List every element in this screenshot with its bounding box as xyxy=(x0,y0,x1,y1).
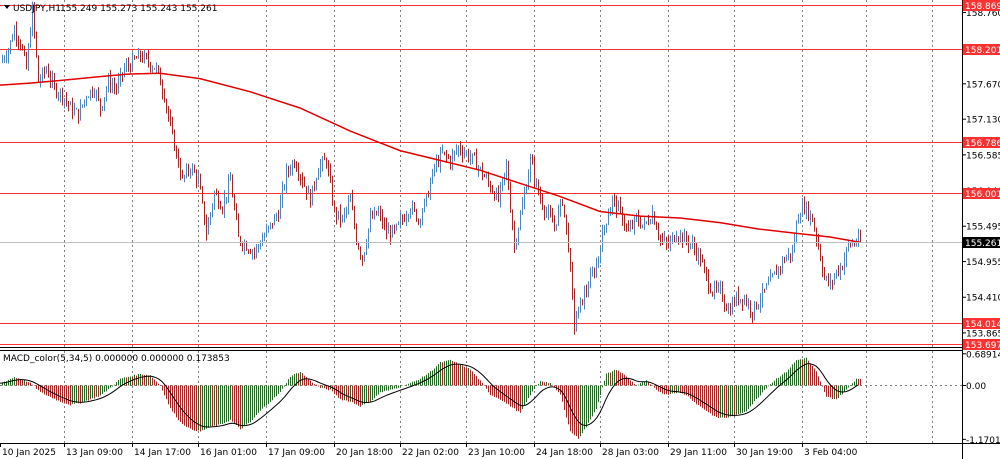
macd-signal-line xyxy=(0,363,859,428)
current-price-tag-text: 155.261 xyxy=(965,239,1000,249)
level-tag-bg xyxy=(963,137,1000,148)
time-tick-label: 29 Jan 11:00 xyxy=(670,448,727,458)
time-tick-label: 20 Jan 18:00 xyxy=(336,448,393,458)
price-tick-label: 158.760 xyxy=(966,9,1000,19)
level-tag: 156.786 xyxy=(965,139,1000,149)
symbol-dropdown-icon[interactable] xyxy=(4,5,10,9)
time-tick-label: 28 Jan 03:00 xyxy=(602,448,659,458)
price-tick-label: 156.585 xyxy=(966,151,1000,161)
level-tag-bg xyxy=(963,44,1000,55)
level-tag-bg xyxy=(963,318,1000,329)
ohlc-values: 155.249 155.273 155.243 155.261 xyxy=(60,4,217,14)
time-tick-label: 13 Jan 09:00 xyxy=(66,448,123,458)
ma-line xyxy=(0,72,861,243)
time-tick-label: 10 Jan 2025 xyxy=(2,448,56,458)
level-tag: 153.697 xyxy=(965,341,1000,351)
current-price-tag: 155.261 xyxy=(963,237,1000,249)
level-price-tags: 158.869 158.201 156.786 156.001 154.014 153.6… xyxy=(963,0,1000,351)
current-price-tag-bg xyxy=(963,237,1000,248)
chart-header: USDJPY,H1 155.249 155.273 155.243 155.26… xyxy=(4,4,217,14)
macd-indicator-title: MACD_color(5,34,5) 0.000000 0.000000 0.1… xyxy=(3,354,230,364)
macd-histogram xyxy=(2,357,861,439)
time-tick-label: 30 Jan 19:00 xyxy=(736,448,793,458)
signal-line xyxy=(0,363,859,428)
level-tag-bg xyxy=(963,188,1000,199)
macd-tick-label: -1.170111 xyxy=(966,436,1000,446)
macd-tick-label: 0.00 xyxy=(966,382,986,392)
time-tick-label: 3 Feb 04:00 xyxy=(804,448,858,458)
moving-average xyxy=(0,72,861,243)
level-tag: 156.001 xyxy=(965,190,1000,200)
level-tag: 158.869 xyxy=(965,2,1000,12)
price-tick-label: 154.955 xyxy=(966,258,1000,268)
time-tick-label: 16 Jan 01:00 xyxy=(200,448,257,458)
horizontal-levels[interactable] xyxy=(0,5,962,345)
price-tick-label: 157.670 xyxy=(966,80,1000,90)
price-tick-label: 153.865 xyxy=(966,329,1000,339)
level-tag: 154.014 xyxy=(965,320,1000,330)
time-tick-label: 14 Jan 17:00 xyxy=(134,448,191,458)
time-tick-label: 17 Jan 09:00 xyxy=(268,448,325,458)
level-tag-bg xyxy=(963,0,1000,11)
time-axis[interactable]: 10 Jan 2025 13 Jan 09:00 14 Jan 17:00 16 Ja… xyxy=(0,443,858,458)
price-tick-label: 157.130 xyxy=(966,116,1000,126)
level-tag: 158.201 xyxy=(965,46,1000,56)
symbol-title: USDJPY,H1 xyxy=(13,4,61,14)
candlesticks[interactable] xyxy=(2,1,861,335)
time-tick-label: 22 Jan 02:00 xyxy=(402,448,459,458)
level-tag-bg xyxy=(963,339,1000,350)
macd-tick-label: 0.689149 xyxy=(966,350,1000,360)
macd-axis[interactable]: 0.689149 0.00 -1.170111 xyxy=(962,350,1000,446)
time-tick-label: 24 Jan 18:00 xyxy=(536,448,593,458)
time-tick-label: 23 Jan 10:00 xyxy=(468,448,525,458)
price-tick-label: 155.495 xyxy=(966,223,1000,233)
price-tick-label: 154.410 xyxy=(966,294,1000,304)
